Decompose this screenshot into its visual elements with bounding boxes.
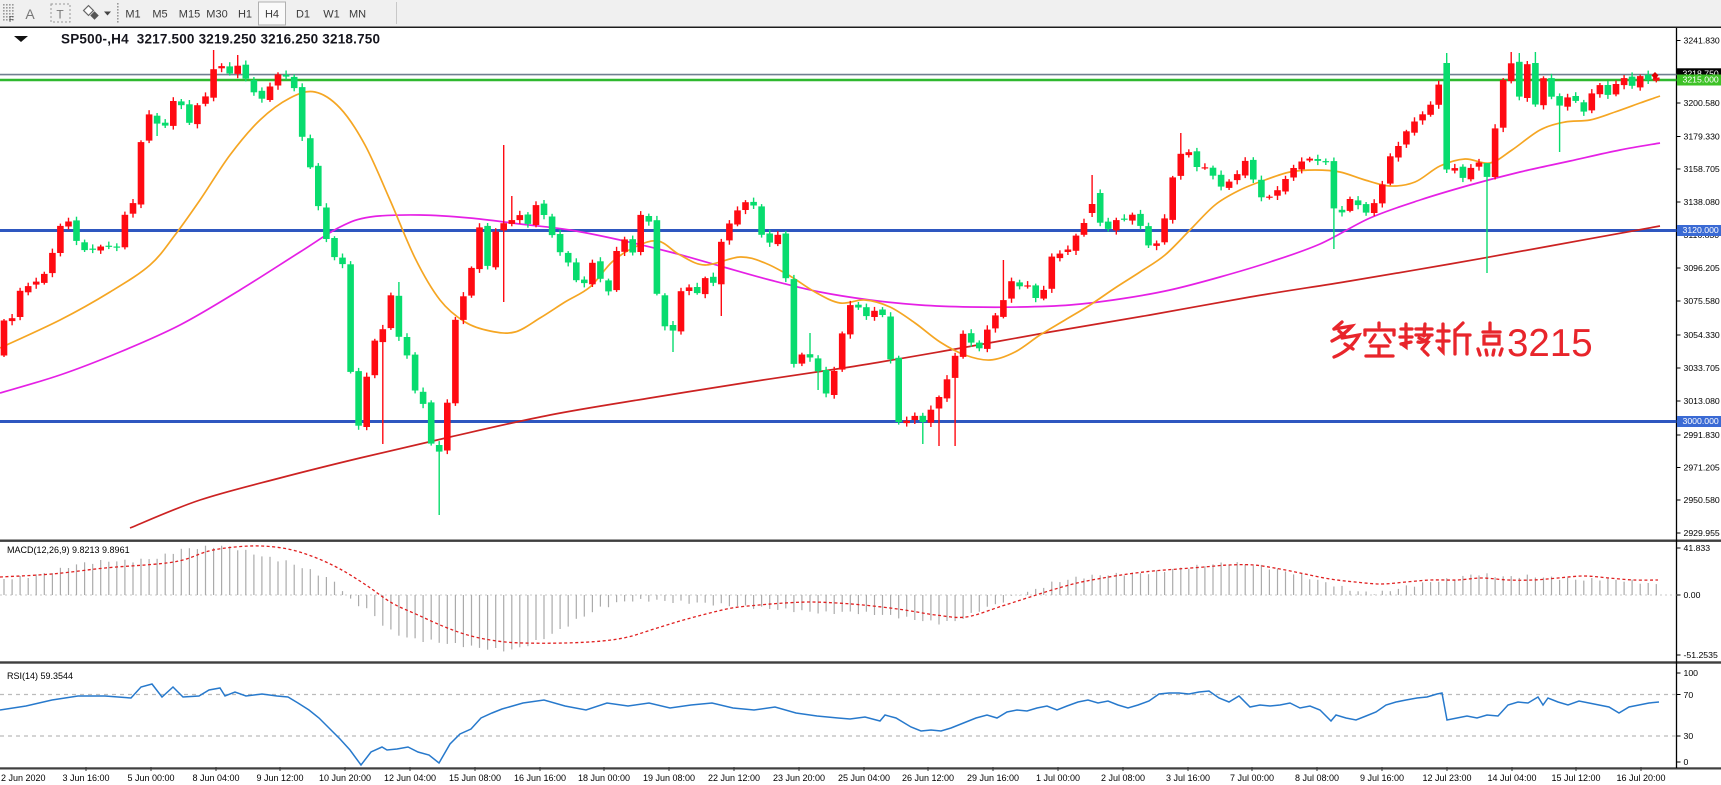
svg-text:18 Jun 00:00: 18 Jun 00:00 <box>578 773 630 783</box>
svg-text:MN: MN <box>349 9 366 21</box>
svg-text:26 Jun 12:00: 26 Jun 12:00 <box>902 773 954 783</box>
svg-text:2 Jun 2020: 2 Jun 2020 <box>1 773 46 783</box>
svg-text:8 Jun 04:00: 8 Jun 04:00 <box>192 773 239 783</box>
svg-text:3158.705: 3158.705 <box>1684 164 1720 174</box>
svg-text:0: 0 <box>1684 757 1689 767</box>
svg-text:RSI(14) 59.3544: RSI(14) 59.3544 <box>7 671 73 681</box>
svg-text:41.833: 41.833 <box>1684 543 1711 553</box>
svg-text:30: 30 <box>1684 731 1694 741</box>
svg-text:D1: D1 <box>296 9 310 21</box>
svg-text:H1: H1 <box>238 9 252 21</box>
svg-text:12 Jul 23:00: 12 Jul 23:00 <box>1422 773 1471 783</box>
svg-text:16 Jul 20:00: 16 Jul 20:00 <box>1616 773 1665 783</box>
svg-text:22 Jun 12:00: 22 Jun 12:00 <box>708 773 760 783</box>
svg-text:5 Jun 00:00: 5 Jun 00:00 <box>127 773 174 783</box>
svg-text:0.00: 0.00 <box>1684 590 1701 600</box>
svg-text:12 Jun 04:00: 12 Jun 04:00 <box>384 773 436 783</box>
svg-text:2991.830: 2991.830 <box>1684 430 1720 440</box>
svg-text:-51.2535: -51.2535 <box>1684 650 1718 660</box>
svg-text:9 Jul 16:00: 9 Jul 16:00 <box>1360 773 1404 783</box>
svg-text:W1: W1 <box>323 9 340 21</box>
svg-text:19 Jun 08:00: 19 Jun 08:00 <box>643 773 695 783</box>
svg-text:M15: M15 <box>179 9 200 21</box>
svg-text:3 Jun 16:00: 3 Jun 16:00 <box>62 773 109 783</box>
svg-text:3033.705: 3033.705 <box>1684 363 1720 373</box>
svg-text:3075.580: 3075.580 <box>1684 296 1720 306</box>
svg-text:3000.000: 3000.000 <box>1683 416 1719 426</box>
svg-text:3096.205: 3096.205 <box>1684 263 1720 273</box>
svg-text:10 Jun 20:00: 10 Jun 20:00 <box>319 773 371 783</box>
svg-text:23 Jun 20:00: 23 Jun 20:00 <box>773 773 825 783</box>
svg-text:M1: M1 <box>125 9 140 21</box>
svg-text:2971.205: 2971.205 <box>1684 463 1720 473</box>
svg-text:3215.000: 3215.000 <box>1683 75 1719 85</box>
svg-text:14 Jul 04:00: 14 Jul 04:00 <box>1487 773 1536 783</box>
svg-text:1 Jul 00:00: 1 Jul 00:00 <box>1036 773 1080 783</box>
svg-text:SP500-,H4 3217.500 3219.250 3: SP500-,H4 3217.500 3219.250 3216.250 321… <box>61 32 380 47</box>
svg-text:2 Jul 08:00: 2 Jul 08:00 <box>1101 773 1145 783</box>
svg-text:2929.955: 2929.955 <box>1684 528 1720 538</box>
svg-text:3013.080: 3013.080 <box>1684 396 1720 406</box>
svg-text:H4: H4 <box>265 9 279 21</box>
svg-text:3054.330: 3054.330 <box>1684 330 1720 340</box>
svg-text:9 Jun 12:00: 9 Jun 12:00 <box>256 773 303 783</box>
svg-text:3120.000: 3120.000 <box>1683 225 1719 235</box>
svg-text:7 Jul 00:00: 7 Jul 00:00 <box>1230 773 1274 783</box>
svg-text:3215: 3215 <box>1507 322 1593 365</box>
svg-text:100: 100 <box>1684 668 1699 678</box>
svg-text:M30: M30 <box>206 9 227 21</box>
svg-text:70: 70 <box>1684 690 1694 700</box>
svg-text:8 Jul 08:00: 8 Jul 08:00 <box>1295 773 1339 783</box>
svg-text:M5: M5 <box>152 9 167 21</box>
svg-text:16 Jun 16:00: 16 Jun 16:00 <box>514 773 566 783</box>
svg-text:15 Jun 08:00: 15 Jun 08:00 <box>449 773 501 783</box>
svg-text:3241.830: 3241.830 <box>1684 36 1720 46</box>
svg-text:3179.330: 3179.330 <box>1684 132 1720 142</box>
svg-text:2950.580: 2950.580 <box>1684 495 1720 505</box>
svg-text:3218.750: 3218.750 <box>1683 69 1719 79</box>
svg-text:F: F <box>9 15 14 24</box>
svg-text:15 Jul 12:00: 15 Jul 12:00 <box>1551 773 1600 783</box>
svg-text:25 Jun 04:00: 25 Jun 04:00 <box>838 773 890 783</box>
svg-text:MACD(12,26,9) 9.8213 9.8961: MACD(12,26,9) 9.8213 9.8961 <box>7 545 130 555</box>
svg-text:A: A <box>25 6 35 22</box>
svg-text:29 Jun 16:00: 29 Jun 16:00 <box>967 773 1019 783</box>
svg-text:T: T <box>56 8 64 22</box>
svg-text:3200.580: 3200.580 <box>1684 98 1720 108</box>
svg-text:3138.080: 3138.080 <box>1684 197 1720 207</box>
svg-text:3 Jul 16:00: 3 Jul 16:00 <box>1166 773 1210 783</box>
